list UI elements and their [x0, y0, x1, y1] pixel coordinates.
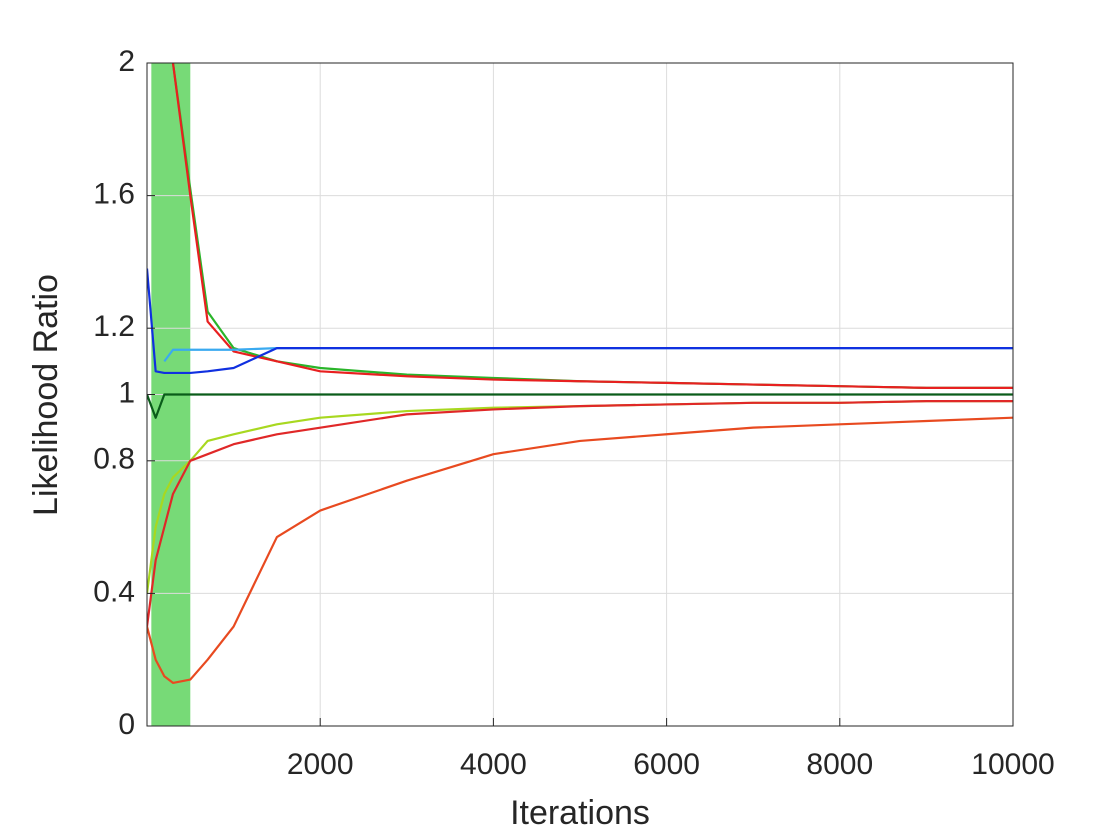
- x-tick-label: 2000: [287, 748, 354, 781]
- series-line: [147, 416, 1013, 685]
- x-axis-label: Iterations: [510, 794, 650, 832]
- y-tick-label: 0.8: [93, 443, 135, 476]
- y-tick-label: 2: [118, 45, 135, 78]
- axes-box: [146, 62, 1014, 727]
- x-tick-label: 10000: [971, 748, 1054, 781]
- y-tick-label: 1.6: [93, 178, 135, 211]
- x-tick-label: 4000: [460, 748, 527, 781]
- x-tick-label: 8000: [806, 748, 873, 781]
- x-tick-label: 6000: [633, 748, 700, 781]
- series-line: [171, 63, 1013, 389]
- y-axis-label: Likelihood Ratio: [27, 274, 65, 516]
- series-line: [147, 268, 1013, 375]
- y-tick-label: 0.4: [93, 575, 135, 608]
- series-line: [147, 400, 1013, 627]
- plot-layer: [147, 63, 1013, 726]
- y-tick-label: 0: [118, 708, 135, 741]
- series-line: [147, 393, 1013, 419]
- y-tick-label: 1.2: [93, 310, 135, 343]
- y-tick-label: 1: [118, 376, 135, 409]
